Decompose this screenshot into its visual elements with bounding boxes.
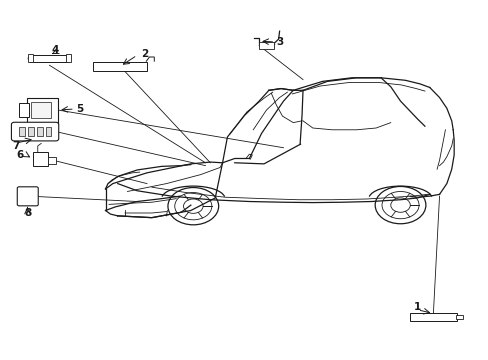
Text: 5: 5 xyxy=(76,104,83,114)
Bar xyxy=(259,42,273,49)
Bar xyxy=(33,152,47,166)
Bar xyxy=(30,55,69,62)
Bar xyxy=(66,54,71,62)
Text: 1: 1 xyxy=(413,302,420,312)
Text: 4: 4 xyxy=(52,45,59,55)
Bar xyxy=(28,127,34,136)
Bar xyxy=(26,98,58,123)
Bar xyxy=(45,127,51,136)
Bar xyxy=(409,314,456,320)
Bar xyxy=(455,315,463,319)
Text: 3: 3 xyxy=(276,37,283,47)
Bar xyxy=(93,62,147,71)
FancyBboxPatch shape xyxy=(11,122,59,141)
FancyBboxPatch shape xyxy=(17,187,38,206)
Bar xyxy=(19,103,29,117)
Text: 2: 2 xyxy=(141,49,148,59)
Bar xyxy=(31,102,51,118)
Text: 6: 6 xyxy=(17,150,24,160)
Bar xyxy=(37,127,42,136)
Bar xyxy=(28,54,33,62)
Bar xyxy=(19,127,25,136)
Bar xyxy=(47,157,56,164)
Text: 7: 7 xyxy=(13,141,20,151)
Text: 8: 8 xyxy=(24,208,31,218)
